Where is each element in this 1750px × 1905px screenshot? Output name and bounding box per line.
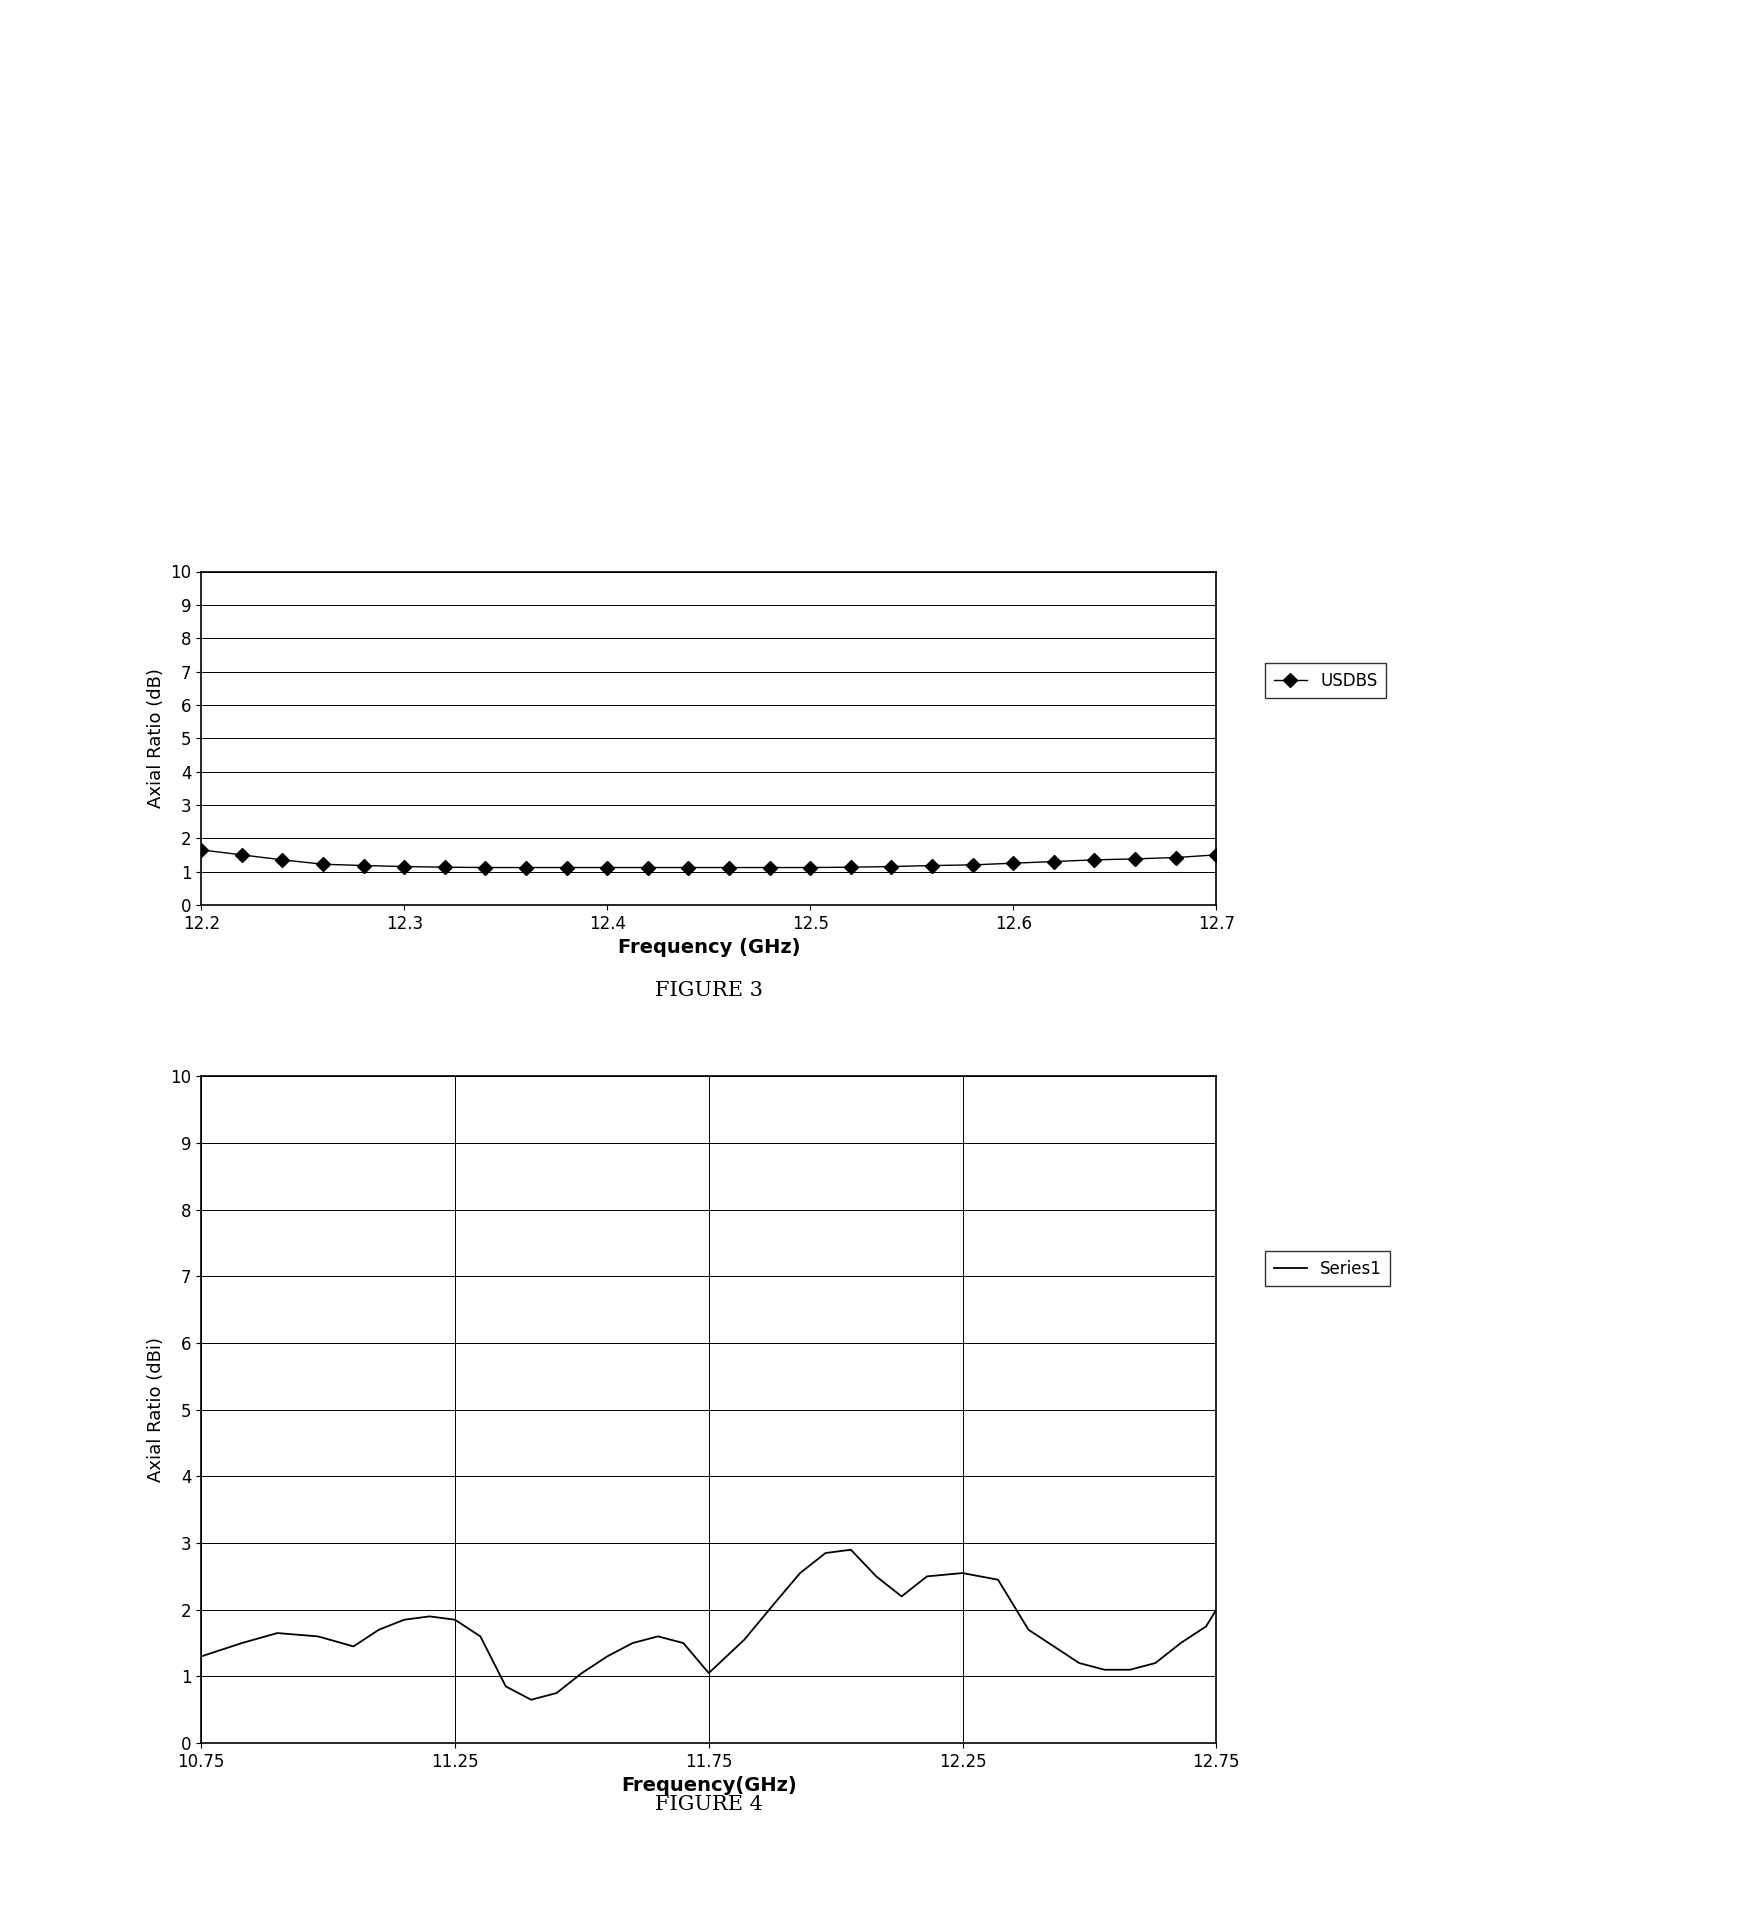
USDBS bbox=[231, 844, 252, 867]
USDBS bbox=[434, 855, 455, 878]
USDBS bbox=[963, 853, 984, 876]
Text: FIGURE 3: FIGURE 3 bbox=[654, 981, 763, 1000]
Series1 bbox=[420, 1604, 441, 1627]
Series1 bbox=[1018, 1619, 1040, 1642]
Series1 bbox=[1171, 1631, 1192, 1654]
Series1 bbox=[231, 1631, 252, 1654]
USDBS bbox=[1083, 848, 1104, 871]
USDBS bbox=[840, 855, 861, 878]
USDBS bbox=[922, 853, 943, 876]
Y-axis label: Axial Ratio (dB): Axial Ratio (dB) bbox=[147, 669, 164, 808]
USDBS bbox=[719, 855, 740, 878]
Series1 bbox=[672, 1631, 693, 1654]
USDBS bbox=[637, 855, 658, 878]
Series1 bbox=[343, 1634, 364, 1657]
USDBS bbox=[474, 855, 495, 878]
Series1 bbox=[1195, 1615, 1216, 1638]
USDBS bbox=[1003, 852, 1024, 874]
Series1 bbox=[952, 1562, 973, 1585]
Series1 bbox=[698, 1661, 719, 1684]
Series1 bbox=[1094, 1657, 1115, 1682]
Legend: USDBS: USDBS bbox=[1265, 663, 1386, 697]
Series1 bbox=[866, 1566, 887, 1589]
USDBS bbox=[191, 838, 212, 861]
Line: USDBS: USDBS bbox=[196, 846, 1222, 872]
USDBS bbox=[1206, 844, 1227, 867]
USDBS bbox=[354, 853, 374, 876]
Series1 bbox=[191, 1646, 212, 1669]
Series1 bbox=[308, 1625, 329, 1648]
Series1 bbox=[789, 1562, 810, 1585]
USDBS bbox=[516, 855, 537, 878]
Series1 bbox=[891, 1585, 912, 1608]
Series1 bbox=[623, 1631, 644, 1654]
Series1 bbox=[1069, 1652, 1090, 1674]
Series1 bbox=[444, 1608, 466, 1631]
Series1 bbox=[570, 1661, 592, 1684]
USDBS bbox=[760, 855, 780, 878]
USDBS bbox=[271, 848, 292, 871]
Series1 bbox=[597, 1646, 618, 1669]
Series1 bbox=[1206, 1598, 1227, 1621]
Y-axis label: Axial Ratio (dBi): Axial Ratio (dBi) bbox=[147, 1337, 164, 1482]
Series1 bbox=[765, 1593, 786, 1615]
USDBS bbox=[880, 855, 901, 878]
X-axis label: Frequency(GHz): Frequency(GHz) bbox=[621, 1775, 796, 1795]
Text: FIGURE 4: FIGURE 4 bbox=[654, 1795, 763, 1814]
Series1 bbox=[733, 1629, 754, 1652]
Series1 bbox=[917, 1566, 938, 1589]
Series1 bbox=[522, 1688, 542, 1711]
Series1 bbox=[1120, 1657, 1141, 1682]
X-axis label: Frequency (GHz): Frequency (GHz) bbox=[618, 937, 800, 956]
USDBS bbox=[394, 855, 415, 878]
USDBS bbox=[556, 855, 578, 878]
USDBS bbox=[1043, 850, 1064, 872]
Series1 bbox=[369, 1619, 390, 1642]
USDBS bbox=[1166, 846, 1186, 869]
Legend: Series1: Series1 bbox=[1265, 1252, 1391, 1286]
USDBS bbox=[313, 853, 334, 876]
USDBS bbox=[800, 855, 821, 878]
Series1 bbox=[816, 1541, 836, 1564]
Series1 bbox=[1043, 1634, 1064, 1657]
Series1 bbox=[987, 1568, 1008, 1591]
Series1 bbox=[394, 1608, 415, 1631]
Series1 bbox=[840, 1539, 861, 1562]
Series1 bbox=[495, 1674, 516, 1697]
USDBS bbox=[677, 855, 698, 878]
Series1 bbox=[1144, 1652, 1166, 1674]
Line: Series1: Series1 bbox=[201, 1551, 1216, 1699]
Series1 bbox=[469, 1625, 490, 1648]
Series1 bbox=[266, 1621, 287, 1644]
Series1 bbox=[648, 1625, 668, 1648]
USDBS bbox=[597, 855, 618, 878]
USDBS bbox=[1125, 848, 1146, 871]
Series1 bbox=[546, 1682, 567, 1705]
